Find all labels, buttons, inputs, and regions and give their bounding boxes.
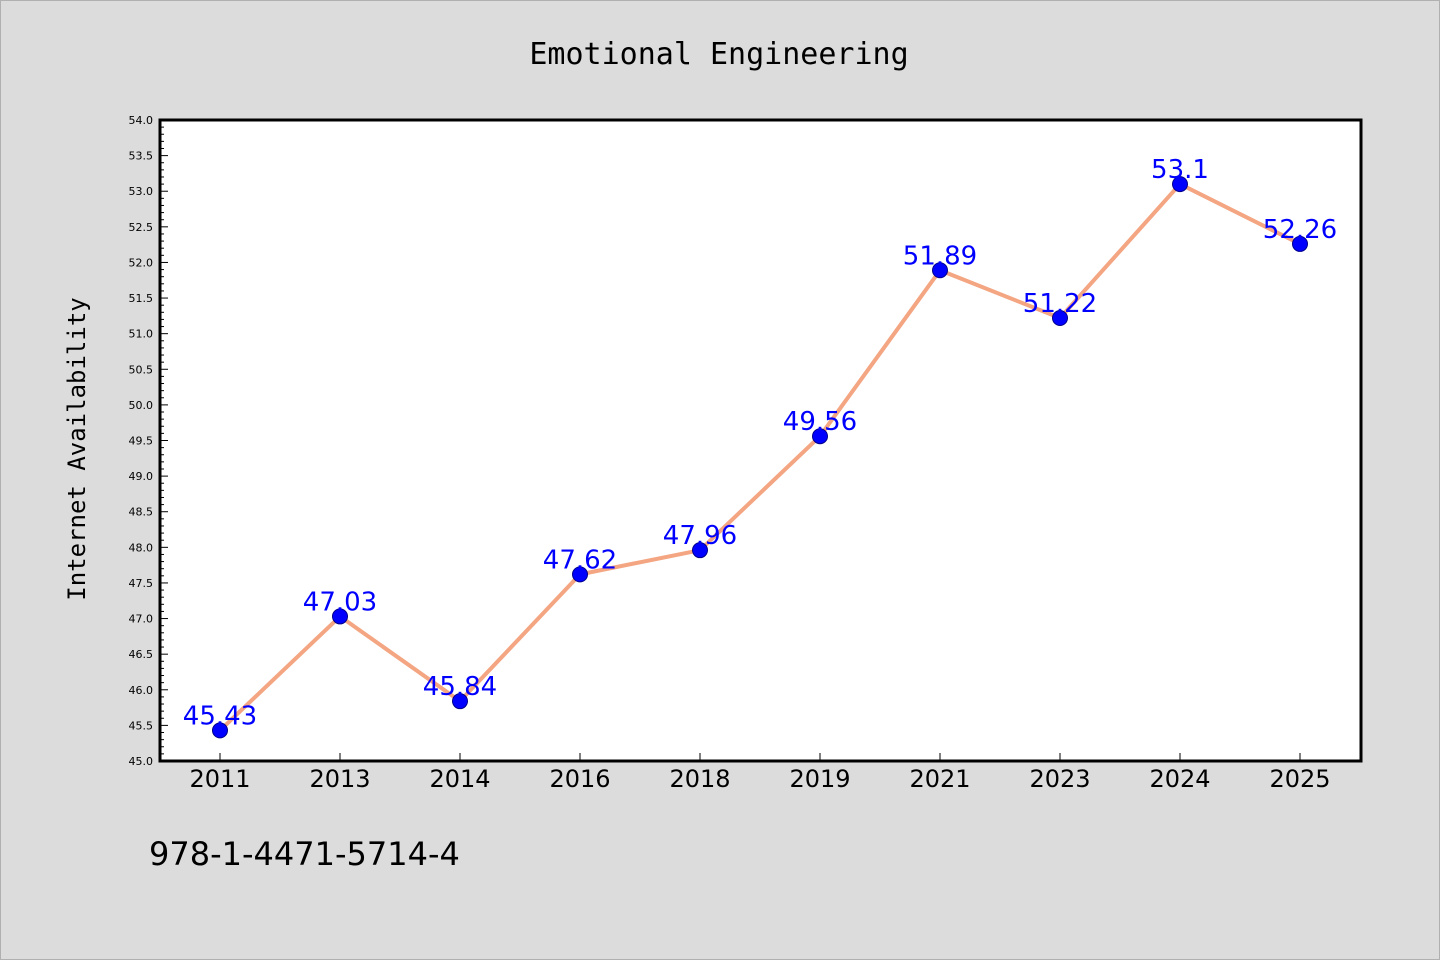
plot-area (158, 118, 1363, 763)
y-tick-label: 47.5 (129, 577, 154, 590)
series-layer (212, 176, 1308, 739)
footer-code: 978-1-4471-5714-4 (149, 835, 460, 873)
x-tick-label: 2023 (1029, 765, 1090, 793)
y-tick-label: 46.0 (129, 684, 154, 697)
data-label: 51.22 (1023, 289, 1097, 319)
y-tick-label: 46.5 (129, 648, 154, 661)
x-tick-label: 2011 (189, 765, 250, 793)
y-tick-label: 49.0 (129, 470, 154, 483)
data-point (212, 722, 228, 739)
x-tick-label: 2013 (309, 765, 370, 793)
y-tick-label: 45.5 (129, 719, 154, 732)
y-tick-label: 45.0 (129, 755, 154, 768)
y-axis-label: Internet Availability (63, 297, 91, 600)
y-tick-label: 53.0 (129, 185, 154, 198)
data-label: 47.62 (543, 545, 617, 575)
y-tick-label: 48.5 (129, 506, 154, 519)
x-tick-label: 2021 (909, 765, 970, 793)
data-label: 53.1 (1151, 155, 1209, 185)
y-tick-label: 47.0 (129, 613, 154, 626)
data-label: 51.89 (903, 241, 977, 271)
data-point (332, 608, 348, 625)
y-tick-label: 53.5 (129, 150, 154, 163)
data-point (932, 262, 948, 279)
data-label: 52.26 (1263, 215, 1337, 245)
data-point (692, 542, 708, 559)
series-line (218, 182, 1302, 733)
chart-title: Emotional Engineering (529, 37, 908, 72)
x-tick-label: 2024 (1149, 765, 1210, 793)
y-tick-label: 50.5 (129, 363, 154, 376)
x-tick-label: 2018 (669, 765, 730, 793)
data-point (452, 693, 468, 710)
y-tick-label: 51.5 (129, 292, 154, 305)
data-label: 49.56 (783, 407, 857, 437)
data-point (1052, 309, 1068, 326)
x-tick-label: 2016 (549, 765, 610, 793)
data-point (812, 428, 828, 445)
data-point (1292, 235, 1308, 252)
y-tick-label: 52.5 (129, 221, 154, 234)
x-tick-label: 2025 (1269, 765, 1330, 793)
data-label: 45.43 (183, 701, 257, 731)
data-label: 47.03 (303, 587, 377, 617)
y-tick-label: 49.5 (129, 435, 154, 448)
y-tick-label: 50.0 (129, 399, 154, 412)
x-tick-label: 2014 (429, 765, 490, 793)
x-axis: 2011 2013 2014 2016 2018 2019 2021 2023 2024 2025 (189, 753, 1331, 793)
y-tick-label: 51.0 (129, 328, 154, 341)
data-point (572, 566, 588, 583)
x-tick-label: 2019 (789, 765, 850, 793)
data-point (1172, 176, 1188, 193)
data-label-layer: 45.43 47.03 45.84 47.62 47.96 49.56 51.89 51.22… (183, 155, 1337, 731)
y-axis: 45.0 45.5 46.0 46.5 47.0 47.5 48.0 48.5 49.0 49.5… (129, 114, 168, 768)
y-tick-label: 48.0 (129, 541, 154, 554)
y-tick-label: 52.0 (129, 256, 154, 269)
data-label: 45.84 (423, 672, 497, 702)
y-tick-label: 54.0 (129, 114, 154, 127)
data-label: 47.96 (663, 521, 737, 551)
